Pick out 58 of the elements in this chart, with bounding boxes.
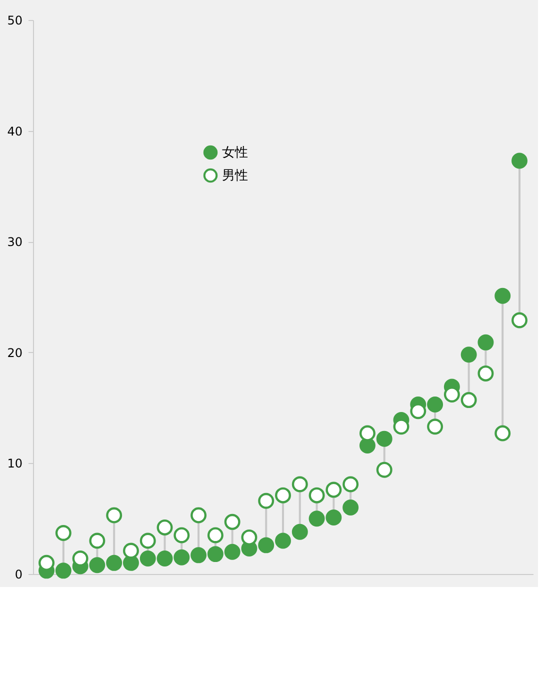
point [224,514,240,530]
point [410,403,426,420]
point [72,550,88,566]
point [156,550,173,566]
point [342,476,359,492]
y-tick-label: 20 [7,346,22,360]
point [38,554,55,571]
point [511,152,528,169]
point [376,430,392,447]
point [292,524,308,540]
y-tick-label: 50 [7,14,22,28]
point [89,532,106,549]
legend-label: 女性 [222,146,248,160]
point [342,500,359,516]
y-tick-label: 30 [7,235,22,250]
point [174,549,190,566]
point [511,312,528,328]
point [190,547,207,564]
point [478,365,494,382]
point [258,537,274,554]
point [140,532,156,549]
point [55,562,72,579]
point [122,542,139,559]
point [275,532,291,549]
point [89,557,106,574]
point [494,425,511,442]
point [224,544,240,560]
y-tick-label: 0 [14,568,22,582]
point [207,546,224,562]
point [326,510,342,526]
point [359,425,376,442]
point [190,507,207,524]
point [444,386,460,402]
point [308,487,325,504]
point [156,519,173,536]
point [478,334,494,350]
point [174,527,190,544]
y-tick-label: 10 [7,456,22,471]
point [140,550,156,566]
point [241,529,258,546]
point [376,462,392,478]
point [308,510,325,527]
point [460,392,477,408]
point [494,288,511,304]
point [427,396,444,412]
point [393,418,410,435]
point [427,418,444,435]
point [292,476,308,492]
point [55,525,72,541]
y-tick-label: 40 [7,124,22,138]
point [258,492,274,509]
point [275,487,291,504]
legend-label: 男性 [222,168,248,184]
point [106,554,122,571]
point [326,482,342,498]
point [106,507,122,524]
point [207,527,224,544]
point [460,346,477,363]
